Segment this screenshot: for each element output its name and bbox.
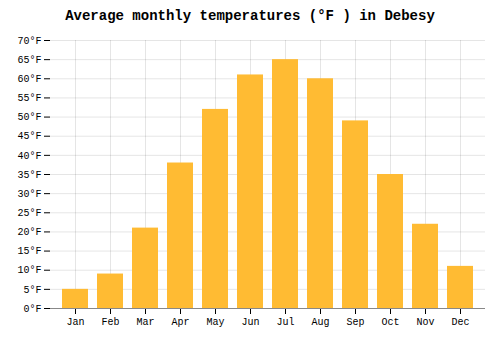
svg-text:Jan: Jan (66, 317, 84, 328)
svg-text:Oct: Oct (381, 317, 399, 328)
svg-text:Mar: Mar (136, 317, 154, 328)
svg-text:15°F: 15°F (17, 246, 41, 257)
svg-text:45°F: 45°F (17, 131, 41, 142)
svg-text:Sep: Sep (346, 317, 364, 328)
svg-text:40°F: 40°F (17, 151, 41, 162)
svg-text:70°F: 70°F (17, 36, 41, 47)
svg-text:Aug: Aug (311, 317, 329, 328)
svg-text:0°F: 0°F (23, 304, 41, 315)
html-text:Average monthly temperatures (: Average monthly temperatures (°F ) in De… (65, 8, 435, 24)
svg-text:60°F: 60°F (17, 74, 41, 85)
svg-text:25°F: 25°F (17, 208, 41, 219)
svg-text:May: May (206, 317, 224, 328)
svg-text:10°F: 10°F (17, 265, 41, 276)
svg-text:Jul: Jul (276, 317, 294, 328)
svg-text:30°F: 30°F (17, 189, 41, 200)
svg-text:35°F: 35°F (17, 170, 41, 181)
svg-text:20°F: 20°F (17, 227, 41, 238)
svg-text:Dec: Dec (451, 317, 469, 328)
svg-text:Jun: Jun (241, 317, 259, 328)
svg-text:50°F: 50°F (17, 112, 41, 123)
svg-text:55°F: 55°F (17, 93, 41, 104)
svg-text:Feb: Feb (101, 317, 119, 328)
svg-text:Apr: Apr (171, 317, 189, 328)
svg-text:Nov: Nov (416, 317, 434, 328)
svg-text:5°F: 5°F (23, 285, 41, 296)
svg-text:65°F: 65°F (17, 55, 41, 66)
